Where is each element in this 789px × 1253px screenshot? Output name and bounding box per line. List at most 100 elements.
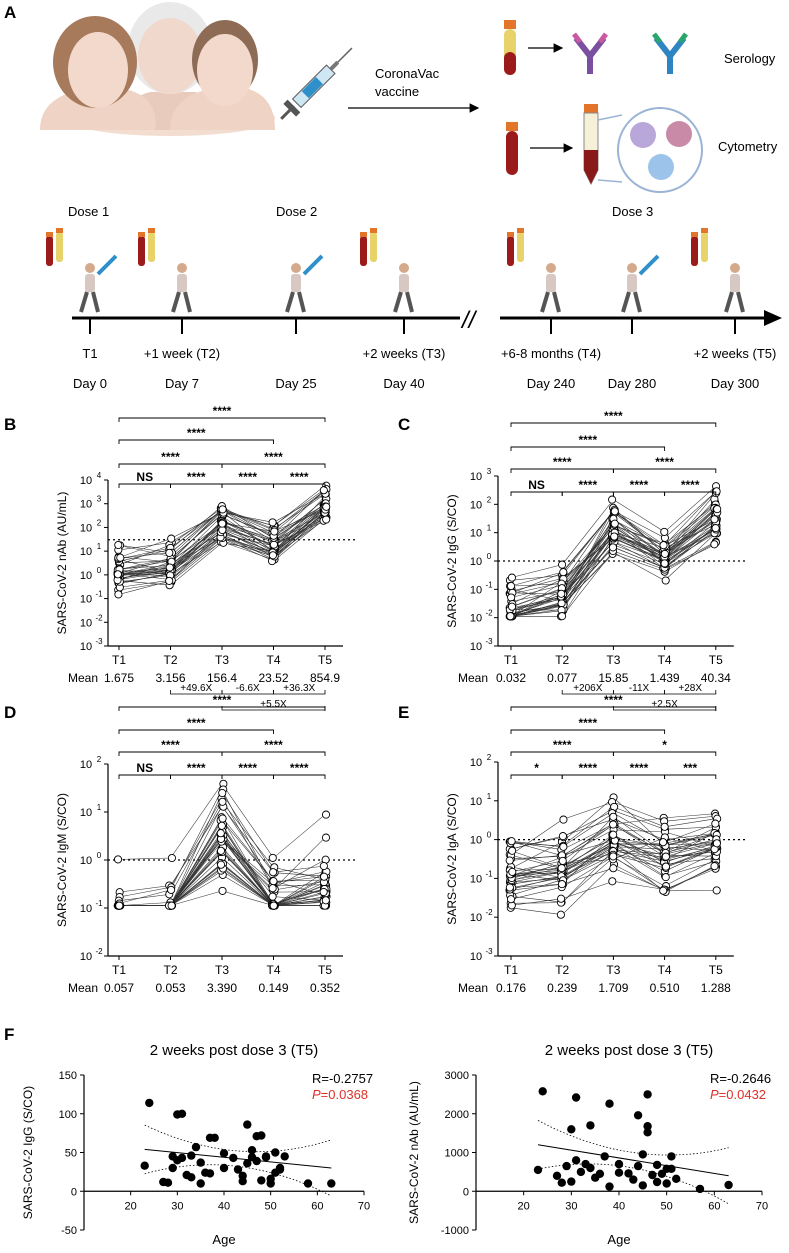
data-point bbox=[319, 887, 328, 897]
data-point bbox=[556, 910, 565, 919]
data-point bbox=[609, 820, 618, 829]
y-tick-exponent: 0 bbox=[97, 566, 102, 575]
mean-value: 0.239 bbox=[547, 981, 577, 995]
sig-bracket-long-label: **** bbox=[161, 450, 180, 464]
data-point bbox=[652, 1160, 662, 1170]
data-point bbox=[567, 1177, 576, 1186]
data-point bbox=[608, 877, 617, 886]
blood-tube-icon bbox=[360, 228, 377, 266]
data-point bbox=[268, 892, 277, 901]
data-point bbox=[558, 832, 567, 841]
data-point bbox=[557, 880, 567, 889]
data-point bbox=[165, 563, 174, 572]
mean-label: Mean bbox=[68, 981, 98, 995]
y-tick-exponent: -1 bbox=[95, 899, 103, 908]
data-point bbox=[218, 814, 227, 823]
data-point bbox=[659, 838, 668, 847]
data-point bbox=[643, 1122, 652, 1131]
data-point bbox=[114, 590, 123, 599]
y-tick-exponent: -3 bbox=[485, 637, 493, 646]
syringe-icon bbox=[96, 254, 118, 276]
y-tick-label: 10 bbox=[470, 471, 482, 483]
day-label: Day 280 bbox=[608, 376, 656, 391]
sig-bracket bbox=[612, 774, 666, 779]
sig-bracket-long-label: **** bbox=[578, 433, 597, 447]
y-tick-label: 10 bbox=[470, 796, 482, 808]
sig-bracket-label: **** bbox=[578, 478, 597, 492]
day-label: Day 25 bbox=[275, 376, 316, 391]
y-tick-label: 150 bbox=[59, 1070, 77, 1082]
data-point bbox=[643, 1090, 652, 1099]
mean-value: 0.057 bbox=[104, 981, 134, 995]
y-tick-label: 10 bbox=[470, 873, 482, 885]
data-point bbox=[177, 1153, 187, 1163]
x-tick-label: 70 bbox=[756, 1200, 768, 1212]
data-point bbox=[710, 515, 719, 524]
y-tick-label: 0 bbox=[71, 1186, 77, 1198]
data-point bbox=[319, 861, 328, 871]
sig-bracket-long bbox=[510, 706, 717, 711]
x-tick-label: 20 bbox=[125, 1200, 137, 1212]
data-point bbox=[558, 856, 567, 865]
data-point bbox=[269, 877, 278, 886]
x-tick-label: 30 bbox=[171, 1200, 183, 1212]
data-point bbox=[533, 1165, 543, 1175]
x-tick-label: 50 bbox=[661, 1200, 673, 1212]
data-point bbox=[321, 833, 331, 842]
data-point bbox=[559, 568, 568, 577]
sig-bracket-long-label: **** bbox=[213, 693, 232, 707]
p-value: P=0.0368 bbox=[312, 1087, 368, 1102]
data-point bbox=[322, 502, 331, 511]
y-tick-label: 10 bbox=[470, 641, 482, 653]
timepoint-label: +6-8 months (T4) bbox=[501, 346, 601, 361]
data-point bbox=[167, 853, 176, 863]
sig-bracket-label: NS bbox=[528, 478, 545, 492]
y-tick-exponent: -2 bbox=[485, 908, 493, 917]
x-tick-label: T2 bbox=[555, 653, 569, 667]
data-point bbox=[507, 593, 516, 602]
data-point bbox=[638, 1181, 647, 1190]
dose3-label: Dose 3 bbox=[612, 204, 653, 219]
data-point bbox=[218, 797, 227, 806]
sig-bracket-label: **** bbox=[681, 478, 700, 492]
x-tick-label: 60 bbox=[708, 1200, 720, 1212]
data-point bbox=[218, 519, 227, 528]
y-tick-label: 10 bbox=[470, 528, 482, 540]
regression-line bbox=[144, 1148, 332, 1169]
sig-bracket-long bbox=[612, 468, 717, 473]
sig-bracket-long-label: **** bbox=[655, 455, 674, 469]
vaccine-label-line2: vaccine bbox=[375, 84, 419, 99]
data-point bbox=[116, 553, 125, 562]
timeline-break-mark: // bbox=[460, 307, 478, 334]
sig-bracket bbox=[273, 483, 326, 488]
sig-bracket-long bbox=[118, 706, 326, 711]
mean-label: Mean bbox=[458, 981, 488, 995]
mean-value: 3.390 bbox=[207, 981, 237, 995]
y-tick-exponent: -1 bbox=[95, 590, 103, 599]
data-point bbox=[261, 1152, 271, 1161]
timeline-arrowhead bbox=[764, 310, 782, 326]
y-axis-label: SARS-CoV-2 IgG (S/CO) bbox=[21, 1086, 35, 1219]
sig-bracket-long bbox=[510, 446, 666, 451]
panel-label-e: E bbox=[398, 703, 409, 722]
sig-bracket-long-label: **** bbox=[553, 455, 572, 469]
data-point bbox=[724, 1180, 733, 1190]
data-point bbox=[506, 581, 516, 591]
sig-bracket-long bbox=[510, 468, 614, 473]
x-tick-label: T3 bbox=[606, 653, 620, 667]
sig-bracket-label: **** bbox=[187, 761, 206, 775]
data-point bbox=[710, 540, 719, 549]
data-point bbox=[269, 901, 278, 910]
data-point bbox=[219, 1149, 229, 1158]
data-point bbox=[257, 1176, 266, 1185]
x-tick-label: T1 bbox=[112, 653, 126, 667]
day-label: Day 0 bbox=[73, 376, 107, 391]
y-tick-exponent: 1 bbox=[487, 792, 492, 801]
data-point bbox=[652, 1177, 662, 1187]
fold-label: +49.6X bbox=[180, 683, 212, 694]
timepoint-label: +2 weeks (T5) bbox=[694, 346, 777, 361]
y-tick-exponent: -2 bbox=[485, 609, 493, 618]
data-point bbox=[712, 886, 721, 895]
data-point bbox=[506, 612, 515, 621]
timeline: // T1 Day 0 +1 week (T2) Day 7 Day 25 +2 weeks… bbox=[46, 228, 782, 391]
